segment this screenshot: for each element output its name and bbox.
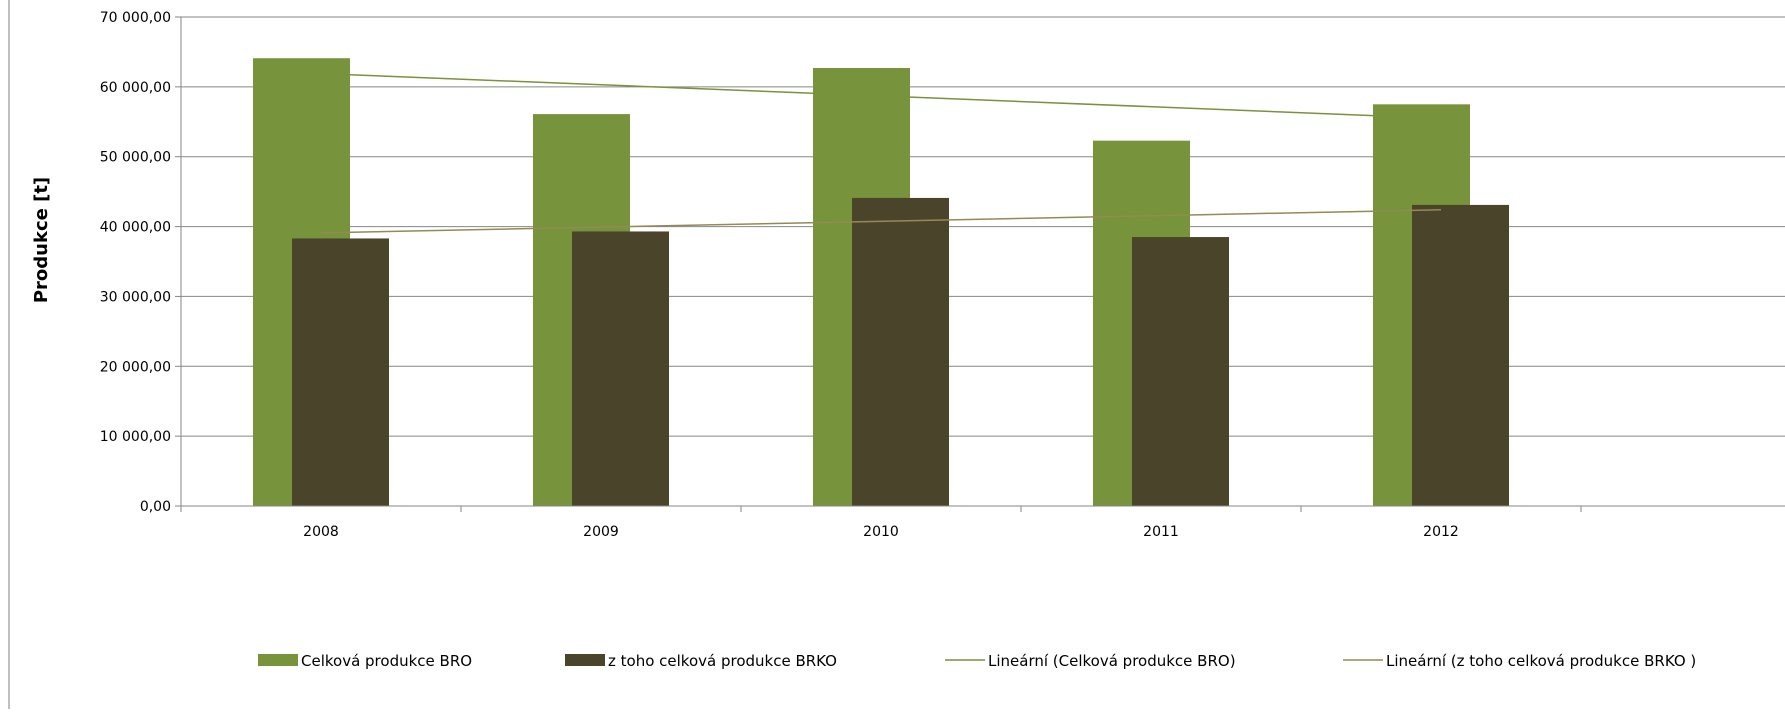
legend: Celková produkce BRO z toho celková produ…: [258, 652, 1696, 670]
trendlines: [320, 72, 1442, 234]
bar-brko: [852, 197, 949, 506]
bar-brko: [572, 231, 669, 506]
axes: 0,00 10 000,00 20 000,00 30 000,00 40 000,00…: [100, 10, 1785, 540]
x-tick-label: 2010: [863, 524, 899, 540]
y-axis-title: Produkce [t]: [31, 177, 52, 303]
legend-item: z toho celková produkce BRKO: [565, 652, 837, 670]
x-tick-label: 2012: [1423, 524, 1459, 540]
y-tick-label: 0,00: [140, 499, 171, 515]
y-tick-label: 50 000,00: [100, 150, 171, 166]
trendline-bro: [320, 72, 1442, 120]
bars: [253, 58, 1509, 507]
y-tick-label: 60 000,00: [100, 80, 171, 96]
trendline-brko: [320, 209, 1442, 234]
legend-item: Lineární (z toho celková produkce BRKO ): [1343, 652, 1696, 670]
bar-brko: [1132, 237, 1229, 507]
bar-brko: [1412, 204, 1509, 506]
legend-swatch: [565, 654, 605, 666]
y-tick-label: 30 000,00: [100, 289, 171, 305]
legend-label: z toho celková produkce BRKO: [608, 652, 837, 670]
x-tick-label: 2011: [1143, 524, 1179, 540]
gridlines: [181, 16, 1785, 437]
x-tick-label: 2008: [303, 524, 339, 540]
legend-label: Celková produkce BRO: [301, 652, 472, 670]
y-tick-label: 70 000,00: [100, 10, 171, 26]
y-tick-label: 20 000,00: [100, 359, 171, 375]
legend-swatch: [258, 654, 298, 666]
legend-label: Lineární (z toho celková produkce BRKO ): [1386, 652, 1696, 670]
y-tick-label: 10 000,00: [100, 429, 171, 445]
y-tick-label: 40 000,00: [100, 220, 171, 236]
x-tick-label: 2009: [583, 524, 619, 540]
legend-item: Celková produkce BRO: [258, 652, 472, 670]
legend-item: Lineární (Celková produkce BRO): [945, 652, 1236, 670]
legend-label: Lineární (Celková produkce BRO): [988, 652, 1236, 670]
bar-brko: [292, 238, 389, 506]
